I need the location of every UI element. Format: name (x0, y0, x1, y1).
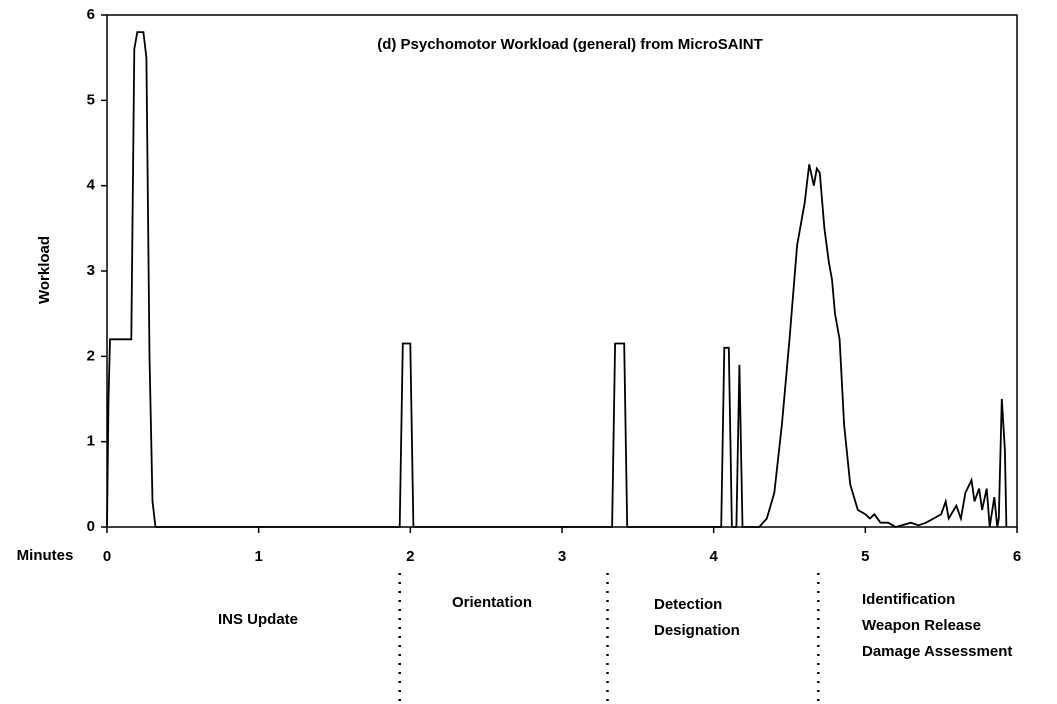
x-axis-label: Minutes (17, 547, 74, 564)
y-tick-label: 3 (87, 262, 95, 279)
y-tick-label: 1 (87, 433, 95, 450)
x-tick-label: 5 (861, 548, 869, 565)
x-tick-label: 1 (254, 548, 262, 565)
y-tick-label: 5 (87, 91, 95, 108)
y-tick-label: 2 (87, 347, 95, 364)
phase-label: Weapon Release (862, 617, 981, 634)
phase-label: Designation (654, 622, 740, 639)
phase-label: Damage Assessment (862, 643, 1012, 660)
phase-label: Identification (862, 591, 955, 608)
y-axis-label: Workload (36, 236, 53, 304)
plot-frame (106, 14, 1018, 528)
x-tick-label: 3 (558, 548, 566, 565)
x-tick-label: 4 (709, 548, 718, 565)
x-tick-label: 0 (103, 548, 111, 565)
phase-label: INS Update (218, 611, 298, 628)
chart-title: (d) Psychomotor Workload (general) from … (377, 36, 763, 53)
y-tick-label: 6 (87, 6, 95, 23)
phase-label: Detection (654, 596, 722, 613)
x-tick-label: 2 (406, 548, 414, 565)
x-tick-label: 6 (1013, 548, 1021, 565)
data-line (106, 31, 1008, 528)
phase-label: Orientation (452, 594, 532, 611)
y-tick-label: 0 (87, 518, 95, 535)
y-tick-label: 4 (87, 177, 96, 194)
